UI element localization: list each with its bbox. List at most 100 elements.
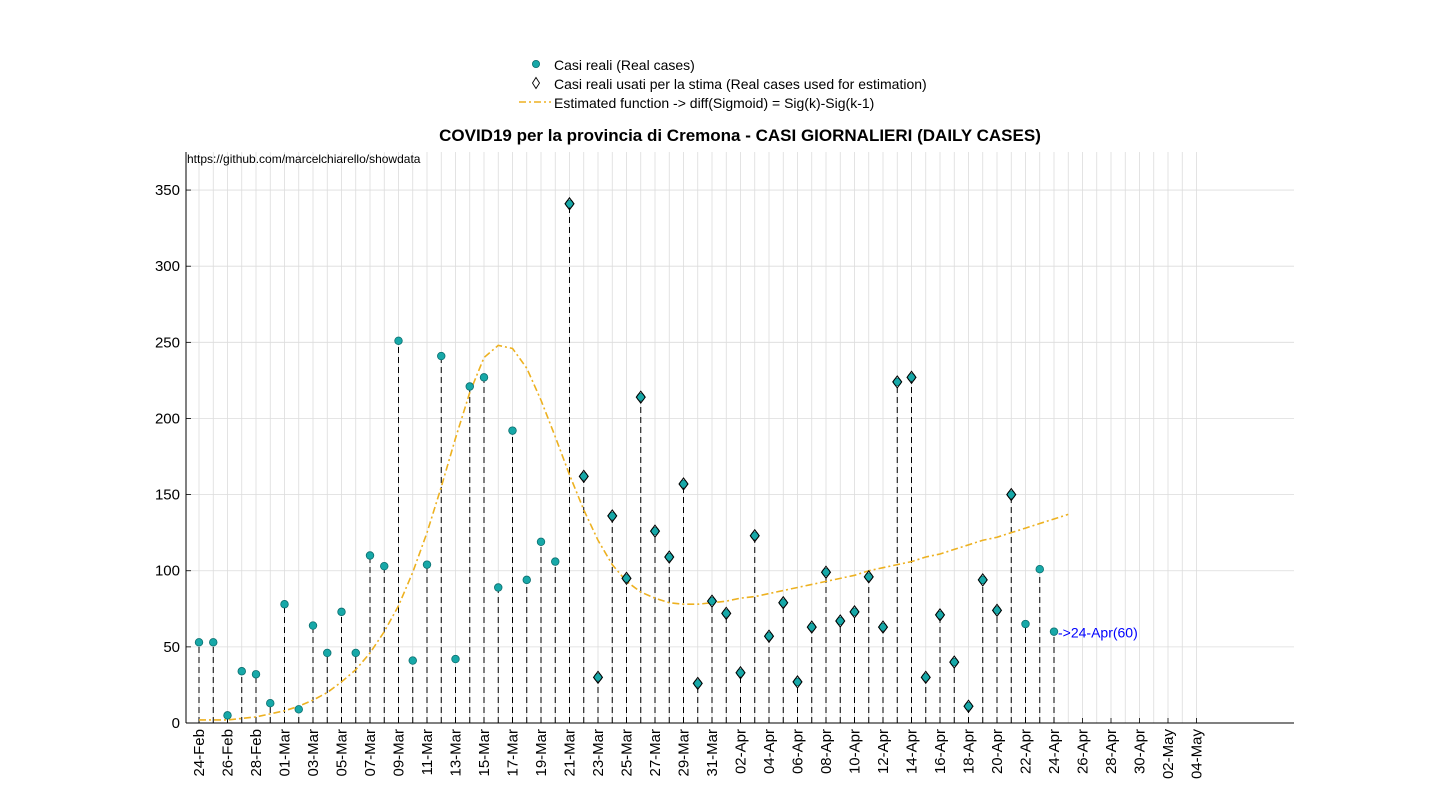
x-tick-label: 25-Mar	[619, 729, 636, 777]
real-case-point	[251, 670, 261, 679]
chart-title: COVID19 per la provincia di Cremona - CA…	[439, 126, 1041, 145]
real-case-point	[223, 711, 232, 720]
estimation-diamond-marker	[835, 614, 846, 628]
real-case-point	[878, 622, 888, 632]
x-tick-label: 28-Feb	[248, 729, 265, 777]
real-case-point	[194, 638, 204, 647]
estimation-diamond-marker	[792, 675, 803, 689]
estimation-diamond-marker	[949, 655, 960, 669]
y-tick-label: 250	[155, 334, 180, 351]
real-case-point	[850, 607, 859, 617]
real-case-point	[750, 531, 759, 540]
x-tick-labels: 24-Feb 26-Feb 28-Feb 01-Mar 03-Mar 05-Mar 07-M…	[191, 729, 1206, 780]
real-case-point	[864, 572, 873, 582]
estimated-curve-group	[199, 344, 1069, 721]
x-tick-label: 13-Mar	[448, 729, 465, 777]
x-tick-label: 09-Mar	[391, 729, 408, 777]
x-tick-label: 01-Mar	[277, 729, 294, 777]
real-case-point	[722, 609, 731, 618]
real-case-point	[950, 657, 959, 667]
real-cases-markers	[194, 199, 1059, 720]
real-case-point	[280, 600, 289, 609]
x-tick-label: 02-Apr	[733, 729, 750, 774]
real-case-point	[579, 472, 588, 481]
real-case-point	[308, 621, 318, 630]
estimation-diamond-marker	[664, 550, 675, 564]
x-tick-label: 02-May	[1160, 729, 1177, 780]
real-case-point	[465, 382, 474, 391]
real-case-point	[408, 656, 417, 665]
real-case-point	[764, 632, 774, 641]
x-tick-label: 26-Apr	[1075, 729, 1092, 774]
last-point-annotation: ->24-Apr(60)	[1058, 625, 1138, 641]
real-case-point	[636, 392, 645, 402]
real-case-point	[893, 377, 902, 387]
real-case-point	[337, 607, 346, 617]
real-case-point	[351, 648, 360, 658]
y-tick-labels: 0 50 100 150 200 250 300 350	[155, 182, 180, 732]
real-case-point	[565, 199, 574, 208]
estimation-diamond-marker	[963, 699, 974, 714]
real-case-point	[593, 673, 603, 682]
real-case-point	[209, 638, 218, 647]
real-case-point	[266, 699, 275, 708]
x-tick-label: 19-Mar	[533, 729, 550, 777]
real-case-point	[1007, 490, 1016, 499]
real-case-point	[821, 568, 831, 577]
x-tick-label: 07-Mar	[362, 729, 379, 777]
estimation-diamond-marker	[991, 603, 1003, 618]
x-tick-label: 30-Apr	[1132, 729, 1149, 774]
real-case-point	[494, 583, 503, 592]
real-case-point	[964, 702, 973, 711]
real-case-point	[551, 557, 560, 566]
y-tick-label: 200	[155, 410, 180, 427]
estimation-diamond-marker	[892, 375, 903, 389]
x-tick-label: 04-Apr	[761, 729, 778, 774]
x-tick-label: 10-Apr	[847, 729, 864, 774]
x-tick-label: 21-Mar	[562, 729, 579, 777]
real-case-point	[608, 511, 617, 521]
x-tick-label: 08-Apr	[818, 729, 835, 774]
estimated-function-curve	[199, 344, 1069, 721]
real-case-point	[793, 677, 802, 687]
x-tick-label: 23-Mar	[590, 729, 607, 777]
y-tick-label: 0	[172, 715, 180, 732]
estimation-diamond-marker	[578, 469, 589, 484]
legend-entry-estimated-function: Estimated function -> diff(Sigmoid) = Si…	[554, 95, 874, 111]
real-case-point	[992, 606, 1002, 615]
estimation-diamond-marker	[706, 594, 718, 609]
real-case-point	[707, 596, 717, 606]
x-tick-label: 16-Apr	[932, 729, 949, 774]
real-case-point	[1021, 619, 1030, 629]
real-case-point	[935, 610, 945, 620]
real-case-point	[650, 526, 660, 536]
estimation-diamond-marker	[849, 605, 860, 619]
real-case-point	[237, 667, 246, 676]
x-tick-label: 24-Feb	[191, 729, 208, 777]
stem-lines	[198, 203, 1055, 723]
estimation-diamond-marker	[863, 569, 874, 584]
real-case-point	[779, 598, 788, 607]
estimation-diamond-marker	[820, 565, 832, 580]
y-tick-label: 100	[155, 563, 180, 580]
legend-circle-marker	[532, 60, 541, 69]
x-tick-label: 14-Apr	[904, 729, 921, 774]
y-tick-label: 50	[163, 639, 180, 656]
real-case-point	[422, 560, 432, 569]
estimation-diamond-marker	[906, 370, 917, 385]
x-tick-label: 12-Apr	[875, 729, 892, 774]
x-tick-label: 06-Apr	[790, 729, 807, 774]
x-tick-label: 03-Mar	[305, 729, 322, 777]
x-tick-label: 29-Mar	[676, 729, 693, 777]
estimation-diamond-marker	[877, 620, 889, 634]
y-tick-label: 300	[155, 258, 180, 275]
estimation-diamond-marker	[635, 390, 646, 404]
estimation-diamond-marker	[735, 665, 746, 680]
x-tick-label: 17-Mar	[505, 729, 522, 777]
legend: Casi reali (Real cases) Casi reali usati…	[519, 57, 927, 111]
real-case-point	[622, 574, 631, 583]
real-case-point	[380, 561, 389, 571]
estimation-diamond-marker	[920, 670, 931, 685]
real-case-point	[978, 575, 987, 585]
